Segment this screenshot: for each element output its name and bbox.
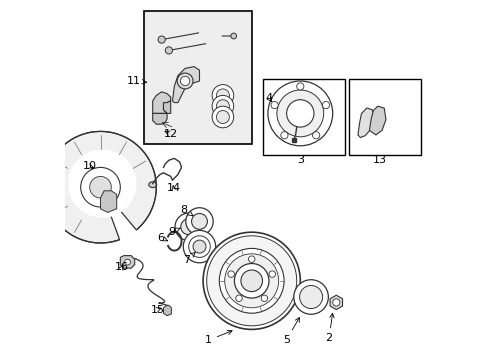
Circle shape [219, 248, 284, 313]
Circle shape [299, 285, 322, 309]
Circle shape [177, 73, 193, 89]
Bar [143, 11, 251, 144]
Circle shape [248, 256, 254, 262]
Circle shape [276, 90, 323, 137]
Text: 10: 10 [82, 161, 97, 171]
Circle shape [293, 280, 328, 314]
Circle shape [268, 271, 275, 277]
Bar [262, 79, 345, 155]
Circle shape [267, 81, 332, 146]
Polygon shape [152, 92, 170, 113]
Polygon shape [357, 108, 373, 138]
Polygon shape [120, 256, 134, 268]
Circle shape [193, 240, 205, 253]
Circle shape [212, 85, 233, 106]
Circle shape [183, 230, 215, 263]
Text: 3: 3 [296, 155, 303, 165]
Text: 8: 8 [180, 204, 193, 216]
Text: 16: 16 [115, 262, 129, 272]
Circle shape [89, 176, 111, 198]
Polygon shape [101, 191, 117, 212]
Circle shape [270, 102, 278, 109]
Circle shape [212, 95, 233, 117]
Circle shape [180, 76, 189, 86]
Text: 9: 9 [168, 227, 180, 237]
Wedge shape [44, 131, 156, 243]
Circle shape [158, 36, 165, 43]
Circle shape [322, 102, 329, 109]
Circle shape [227, 271, 234, 277]
Circle shape [230, 33, 236, 39]
Circle shape [296, 83, 303, 90]
Wedge shape [68, 149, 136, 218]
Text: 15: 15 [150, 305, 164, 315]
Circle shape [216, 100, 229, 113]
Circle shape [234, 264, 268, 298]
Circle shape [261, 295, 267, 302]
Text: 7: 7 [182, 253, 195, 265]
Polygon shape [172, 67, 199, 103]
Polygon shape [329, 295, 342, 310]
Text: 6: 6 [157, 233, 167, 243]
Text: 5: 5 [282, 318, 299, 345]
Bar [348, 79, 420, 155]
Circle shape [212, 106, 233, 128]
Circle shape [280, 132, 287, 139]
Circle shape [188, 236, 210, 257]
Circle shape [235, 295, 242, 302]
Circle shape [165, 47, 172, 54]
Circle shape [191, 213, 207, 229]
Text: 12: 12 [163, 129, 178, 139]
Circle shape [241, 270, 262, 292]
Circle shape [203, 232, 300, 329]
Circle shape [185, 208, 213, 235]
Circle shape [332, 299, 339, 306]
Polygon shape [163, 305, 171, 316]
Text: 4: 4 [265, 93, 272, 103]
Circle shape [181, 219, 196, 235]
Polygon shape [368, 106, 385, 135]
Text: 1: 1 [204, 330, 232, 345]
Text: 14: 14 [166, 183, 180, 193]
Text: 11: 11 [126, 76, 146, 86]
Circle shape [216, 89, 229, 102]
Circle shape [224, 254, 278, 308]
Polygon shape [152, 101, 170, 124]
Circle shape [81, 167, 120, 207]
Text: 2: 2 [325, 313, 333, 343]
Circle shape [312, 132, 319, 139]
Circle shape [206, 236, 296, 326]
Circle shape [175, 213, 202, 240]
Circle shape [286, 100, 313, 127]
Ellipse shape [148, 182, 156, 188]
Circle shape [216, 111, 229, 123]
Text: 13: 13 [372, 155, 386, 165]
Circle shape [124, 259, 130, 265]
